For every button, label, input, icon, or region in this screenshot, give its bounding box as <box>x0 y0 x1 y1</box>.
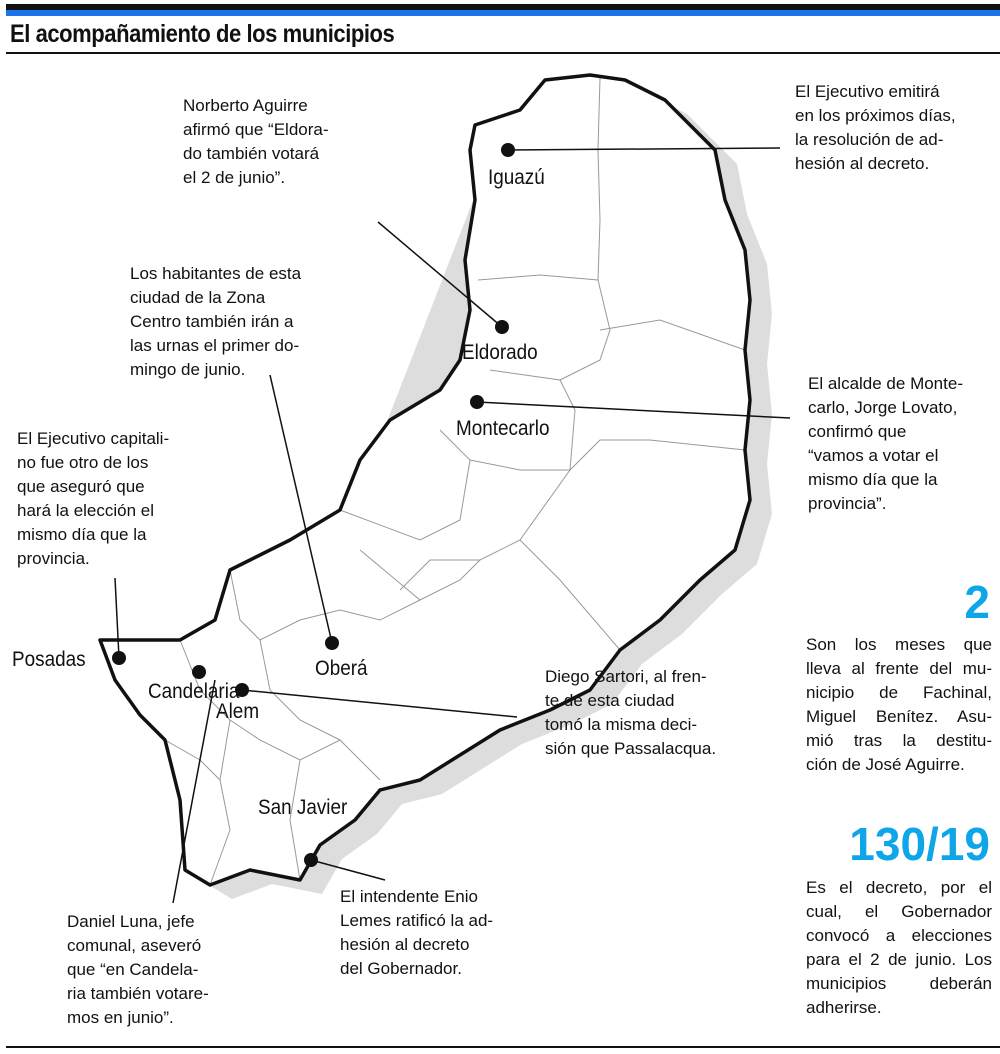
marker-montecarlo <box>470 395 484 409</box>
city-label-iguazu: Iguazú <box>488 166 545 189</box>
map-fill <box>100 75 750 885</box>
note-san-javier: El intendente Enio Lemes ratificó la ad-h… <box>340 887 494 978</box>
note-obera: Los habitantes de esta ciudad de la Zona C… <box>130 264 302 379</box>
marker-alem <box>235 683 249 697</box>
marker-candelaria <box>192 665 206 679</box>
city-label-eldorado: Eldorado <box>462 341 538 364</box>
leader-obera <box>269 374 333 644</box>
city-label-san-javier: San Javier <box>258 796 348 819</box>
title-divider <box>6 52 1000 54</box>
note-posadas: El Ejecutivo capitali-no fue otro de los… <box>17 429 170 568</box>
city-label-alem: Alem <box>216 700 260 723</box>
leader-montecarlo <box>476 401 791 419</box>
city-label-candelaria: Candelaria <box>148 680 240 703</box>
city-markers <box>112 143 515 867</box>
leader-lines <box>114 147 791 904</box>
stat-text-months: Son los meses que lleva al frente del mu-… <box>806 635 992 774</box>
note-alem: Diego Sartori, al fren-te de esta ciudad… <box>545 667 717 758</box>
marker-obera <box>325 636 339 650</box>
leader-alem <box>241 689 518 718</box>
city-label-montecarlo: Montecarlo <box>456 417 550 440</box>
city-label-posadas: Posadas <box>12 648 86 671</box>
bottom-divider <box>6 1046 1000 1048</box>
department-borders <box>164 77 746 886</box>
marker-eldorado <box>495 320 509 334</box>
leader-san-javier <box>310 859 386 881</box>
note-montecarlo: El alcalde de Monte-carlo, Jorge Lovato,… <box>808 374 963 513</box>
stat-text-decree: Es el decreto, por el cual, el Gobernador… <box>806 878 992 1017</box>
stat-value-decree: 130/19 <box>849 818 990 870</box>
stat-value-months: 2 <box>964 576 990 628</box>
leader-candelaria <box>172 679 216 904</box>
leader-iguazu <box>507 147 781 151</box>
marker-posadas <box>112 651 126 665</box>
leader-posadas <box>114 577 120 659</box>
city-label-obera: Oberá <box>315 657 368 680</box>
leader-eldorado <box>377 221 503 328</box>
marker-san-javier <box>304 853 318 867</box>
top-accent-bar <box>6 10 1000 16</box>
marker-iguazu <box>501 143 515 157</box>
page-title: El acompañamiento de los municipios <box>10 20 395 48</box>
note-eldorado: Norberto Aguirre afirmó que “Eldora-do ta… <box>183 96 329 187</box>
note-iguazu: El Ejecutivo emitirá en los próximos días… <box>795 82 956 173</box>
note-candelaria: Daniel Luna, jefe comunal, aseveró que “en… <box>67 912 209 1027</box>
province-outline <box>98 73 752 887</box>
top-bar <box>6 4 1000 10</box>
